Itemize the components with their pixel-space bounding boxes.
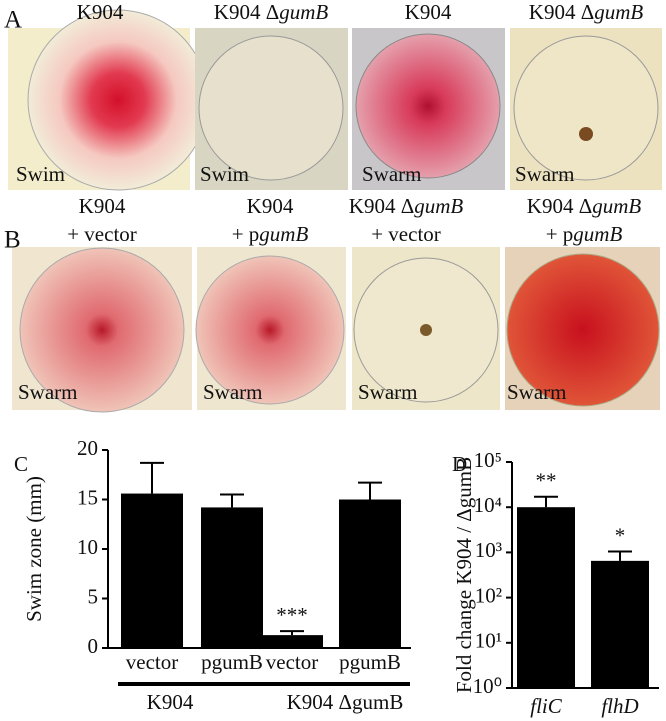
y-tick-label: 10⁵ [474, 448, 502, 472]
error-bar [608, 550, 632, 561]
x-tick-label: fliC [530, 694, 563, 718]
error-bar [140, 461, 164, 494]
panel-a-plates [8, 9, 662, 191]
y-tick-label: 15 [77, 485, 98, 509]
plate-title: + vector [67, 222, 137, 246]
plate-title: K904 ΔgumB [527, 194, 642, 218]
y-axis-label: Swim zone (mm) [22, 476, 46, 622]
plate-title: + pgumB [546, 222, 623, 246]
bar [201, 507, 263, 648]
y-tick-label: 10² [475, 583, 502, 607]
panel-label: D [452, 452, 467, 476]
bar [121, 493, 183, 648]
plate-title: K904 [405, 0, 452, 24]
y-tick-label: 0 [88, 634, 99, 658]
plate-caption: Swarm [362, 162, 422, 186]
y-tick-label: 10⁴ [474, 493, 502, 517]
x-tick-label: vector [266, 650, 318, 674]
plate-title: K904 [77, 0, 124, 24]
group-label: K904 ΔgumB [287, 690, 404, 714]
y-tick-label: 10³ [475, 538, 502, 562]
plate-title: + pgumB [232, 222, 309, 246]
y-axis-label: Fold change K904 / ΔgumB [452, 457, 476, 693]
significance: ** [536, 469, 557, 493]
panel-label: B [4, 227, 21, 254]
x-tick-label: pgumB [201, 650, 263, 674]
y-tick-label: 10⁰ [473, 674, 502, 698]
plate-caption: Swarm [18, 380, 78, 404]
plate-caption: Swim [16, 162, 65, 186]
x-tick-label: flhD [601, 694, 638, 718]
bar [261, 635, 323, 648]
significance: *** [276, 603, 308, 627]
plate-title: + vector [371, 222, 441, 246]
error-bar [358, 481, 382, 500]
panel-label: A [4, 7, 22, 34]
plate-title: K904 ΔgumB [529, 0, 644, 24]
plate-title: K904 [79, 194, 126, 218]
x-tick-label: pgumB [339, 650, 401, 674]
x-tick-label: vector [126, 650, 178, 674]
bar [339, 499, 401, 648]
plate-title: K904 ΔgumB [349, 194, 464, 218]
panel-b-plates [12, 247, 660, 413]
y-tick-label: 5 [88, 584, 99, 608]
plate-caption: Swarm [507, 380, 567, 404]
error-bar [220, 493, 244, 508]
bar [517, 507, 575, 688]
plate-caption: Swarm [515, 162, 575, 186]
plate-caption: Swim [200, 162, 249, 186]
plate-caption: Swarm [203, 380, 263, 404]
y-tick-label: 10¹ [475, 629, 502, 653]
group-label: K904 [147, 690, 194, 714]
significance: * [615, 523, 626, 547]
error-bar [280, 630, 304, 636]
bar [591, 560, 649, 688]
panel-label: C [14, 452, 28, 476]
y-tick-label: 20 [77, 436, 98, 460]
error-bar [534, 495, 558, 508]
plate-title: K904 ΔgumB [214, 0, 329, 24]
plate-title: K904 [247, 194, 294, 218]
y-tick-label: 10 [77, 535, 98, 559]
plate-caption: Swarm [358, 380, 418, 404]
